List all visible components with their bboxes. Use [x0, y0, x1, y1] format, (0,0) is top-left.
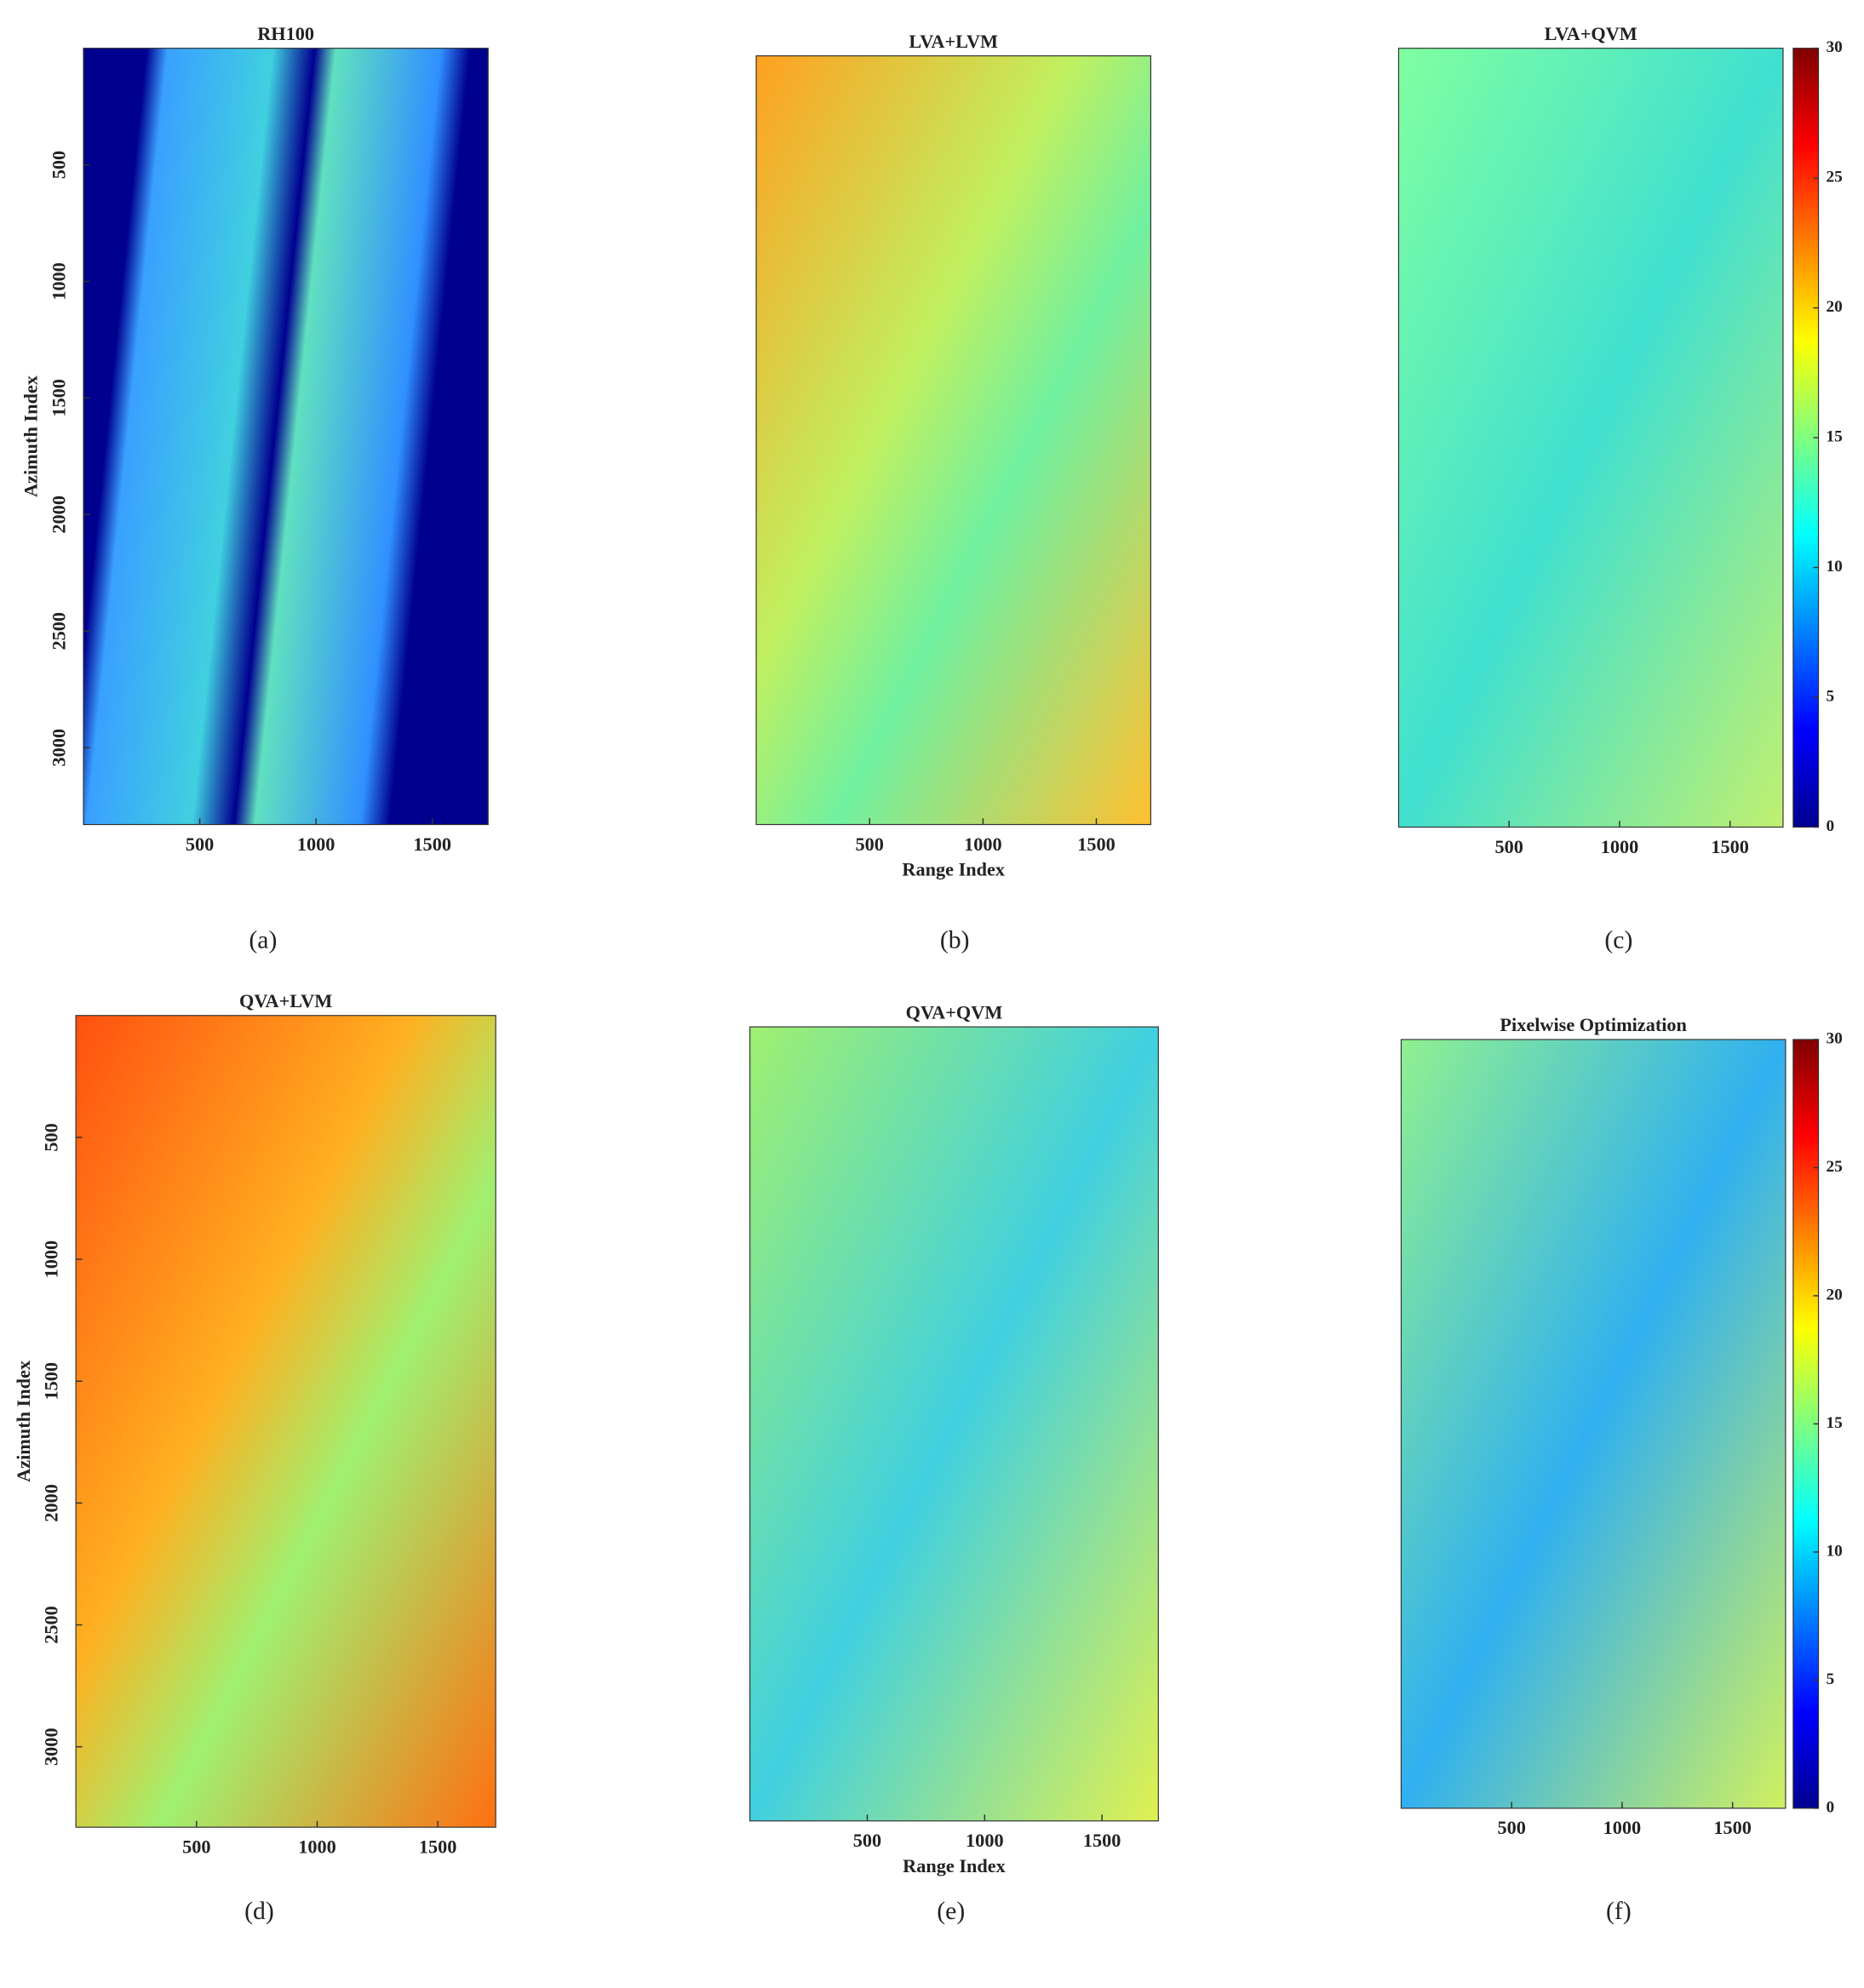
colorbar-tick-label: 15 — [1826, 427, 1842, 445]
x-tick-label: 1000 — [1603, 1817, 1642, 1838]
x-tick-label: 1500 — [413, 834, 451, 855]
panel-title: LVA+QVM — [1545, 23, 1637, 44]
x-tick-label: 500 — [853, 1830, 881, 1851]
x-tick-label: 500 — [856, 834, 884, 855]
heatmap-image — [75, 1015, 496, 1828]
heatmap-image — [755, 54, 1152, 826]
panel-caption: (f) — [1606, 1898, 1632, 1925]
colorbar-tick-label: 20 — [1826, 1286, 1842, 1303]
colorbar-tick-label: 15 — [1826, 1414, 1842, 1432]
colorbar-tick-label: 25 — [1826, 169, 1842, 186]
colorbar-tick-label: 20 — [1826, 298, 1842, 316]
y-tick-label: 1000 — [48, 262, 69, 301]
y-axis-label: Azimuth Index — [13, 1360, 34, 1482]
x-tick-label: 500 — [182, 1836, 210, 1858]
x-tick-label: 1500 — [1711, 836, 1749, 857]
colorbar-tick-label: 30 — [1826, 38, 1842, 56]
colorbar-tick-label: 10 — [1826, 558, 1842, 576]
x-tick-label: 1500 — [1077, 834, 1116, 855]
y-tick-label: 3000 — [48, 729, 69, 767]
panel-caption: (c) — [1604, 926, 1632, 954]
x-tick-label: 1000 — [964, 834, 1002, 855]
colorbar-tick-label: 5 — [1826, 687, 1834, 705]
y-tick-label: 2000 — [48, 496, 69, 534]
y-tick-label: 2500 — [40, 1606, 61, 1644]
heatmap-image — [1397, 48, 1784, 828]
panel-title: Pixelwise Optimization — [1500, 1014, 1687, 1035]
x-tick-label: 1000 — [298, 1836, 336, 1858]
y-tick-label: 2500 — [48, 612, 69, 650]
colorbar-tick-label: 5 — [1826, 1670, 1834, 1688]
x-tick-label: 1500 — [419, 1836, 457, 1858]
y-tick-label: 500 — [48, 151, 69, 179]
panel-title: QVA+QVM — [906, 1001, 1003, 1023]
colorbar-tick-label: 25 — [1826, 1158, 1842, 1176]
x-tick-label: 500 — [186, 834, 214, 855]
panel-title: RH100 — [257, 23, 314, 44]
x-tick-label: 1000 — [966, 1830, 1004, 1851]
panel-caption: (e) — [937, 1898, 965, 1925]
colorbar-tick-label: 30 — [1826, 1029, 1842, 1047]
colorbar-tick-label: 10 — [1826, 1542, 1842, 1560]
y-axis-label: Azimuth Index — [20, 375, 42, 497]
panel-caption: (a) — [249, 926, 277, 954]
y-tick-label: 1000 — [40, 1240, 61, 1279]
panel-caption: (b) — [940, 926, 970, 954]
y-tick-label: 1500 — [48, 379, 69, 417]
x-tick-label: 500 — [1497, 1817, 1525, 1838]
panel-caption: (d) — [244, 1898, 274, 1925]
panel-title: LVA+LVM — [909, 31, 998, 52]
x-axis-label: Range Index — [902, 859, 1005, 880]
x-tick-label: 500 — [1495, 836, 1523, 857]
y-tick-label: 1500 — [40, 1362, 61, 1401]
x-tick-label: 1000 — [297, 834, 336, 855]
x-tick-label: 1000 — [1601, 836, 1639, 857]
colorbar-tick-label: 0 — [1826, 1798, 1834, 1816]
heatmap-image — [1400, 1039, 1787, 1809]
x-tick-label: 1500 — [1713, 1817, 1752, 1838]
heatmap-image — [83, 48, 489, 826]
heatmap-image — [749, 1026, 1159, 1822]
colorbar-tick-label: 0 — [1826, 817, 1834, 835]
panel-title: QVA+LVM — [239, 990, 332, 1011]
y-tick-label: 3000 — [40, 1727, 61, 1766]
y-tick-label: 2000 — [40, 1484, 61, 1522]
x-axis-label: Range Index — [903, 1855, 1006, 1876]
y-tick-label: 500 — [40, 1123, 61, 1151]
x-tick-label: 1500 — [1083, 1830, 1121, 1851]
